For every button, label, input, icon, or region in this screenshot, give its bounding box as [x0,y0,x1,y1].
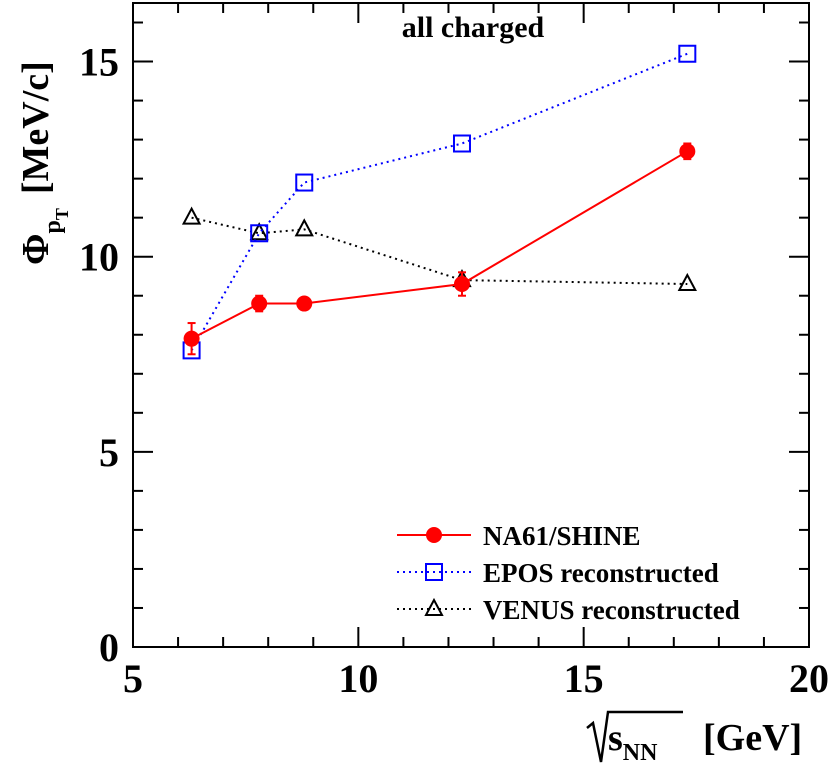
sqrt-sign-icon [586,710,683,763]
y-tick-label: 0 [99,625,119,670]
legend-item: VENUS reconstructed [397,595,740,625]
panel-title: all charged [402,11,545,44]
legend: NA61/SHINE EPOS reconstructed VENUS recons… [397,521,740,625]
x-axis-sub: NN [623,740,658,766]
legend-label: EPOS reconstructed [483,558,719,588]
x-tick-label: 15 [564,656,604,701]
series-layer [181,44,697,360]
legend-marker [425,563,443,581]
legend-marker [426,527,442,543]
series-line [190,52,688,351]
data-point [677,272,697,292]
legend-label: VENUS reconstructed [483,595,740,625]
y-axis-subsub: T [52,208,72,220]
x-axis-title: sNN [608,717,658,766]
axis-ticks [132,3,810,648]
y-axis-sub: p [40,220,66,233]
plot-frame [132,2,810,648]
y-tick-label: 5 [99,430,119,475]
x-tick-label: 10 [338,656,378,701]
legend-marker [424,597,444,616]
data-point [452,134,471,153]
data-point [250,224,269,243]
series-line [191,216,688,286]
series-line [191,150,688,340]
data-point [296,295,313,312]
y-axis-title: ΦpT [MeV/c] [15,61,72,265]
x-axis-symbol: s [608,717,623,759]
data-point [453,276,470,293]
x-tick-label: 20 [789,656,829,701]
y-axis-unit: [MeV/c] [15,61,57,194]
y-axis-symbol: Φ [15,233,57,265]
y-tick-label: 10 [79,235,119,280]
data-point [294,218,314,237]
data-point [249,222,269,241]
data-point [678,44,697,63]
series-venus-reconstructed [181,206,697,292]
series-na61-shine [183,142,696,356]
legend-item: NA61/SHINE [397,521,641,551]
y-tick-label: 15 [79,40,119,85]
data-point [295,173,314,192]
data-point [183,330,200,347]
legend-label: NA61/SHINE [483,521,641,551]
data-point [679,143,696,160]
data-point [181,206,202,225]
legend-item: EPOS reconstructed [397,558,719,588]
x-tick-label: 5 [123,656,143,701]
x-axis-unit: [GeV] [703,717,802,759]
data-point [251,295,268,312]
